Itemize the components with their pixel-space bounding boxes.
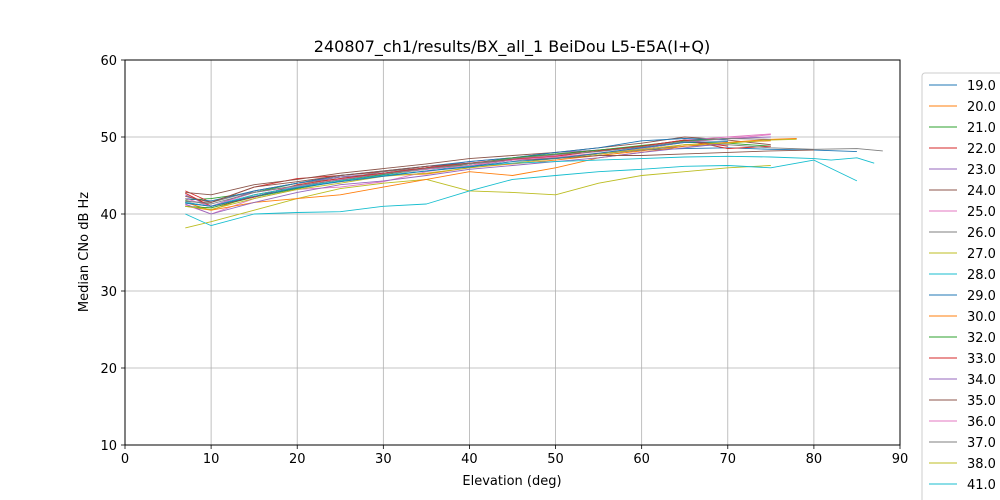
series-line-41.0 [185, 155, 875, 207]
x-tick-label: 20 [289, 452, 306, 467]
chart-title: 240807_ch1/results/BX_all_1 BeiDou L5-E5… [314, 37, 710, 57]
x-tick-label: 30 [375, 452, 392, 467]
y-tick-label: 10 [100, 439, 117, 454]
legend-label: 32.0 [967, 331, 996, 346]
series-line-38.0 [185, 138, 797, 210]
legend-label: 22.0 [967, 142, 996, 157]
y-tick-label: 50 [100, 131, 117, 146]
legend-label: 35.0 [967, 394, 996, 409]
x-tick-label: 40 [461, 452, 478, 467]
x-tick-label: 50 [547, 452, 564, 467]
legend-label: 27.0 [967, 247, 996, 262]
y-axis: 10 20 30 40 50 60 [100, 54, 125, 454]
x-tick-label: 80 [806, 452, 823, 467]
legend-label: 34.0 [967, 373, 996, 388]
plot-area [125, 60, 900, 445]
y-tick-label: 30 [100, 285, 117, 300]
legend-label: 19.0 [967, 79, 996, 94]
series-line-42.0 [185, 141, 728, 207]
y-tick-label: 40 [100, 208, 117, 223]
legend-label: 28.0 [967, 268, 996, 283]
legend-label: 37.0 [967, 436, 996, 451]
legend-label: 38.0 [967, 457, 996, 472]
legend-label: 26.0 [967, 226, 996, 241]
series-line-37.0 [185, 138, 771, 205]
legend-label: 21.0 [967, 121, 996, 136]
x-axis-label: Elevation (deg) [462, 474, 561, 489]
x-tick-label: 60 [633, 452, 650, 467]
y-tick-label: 20 [100, 362, 117, 377]
series-line-34.0 [185, 142, 728, 215]
x-axis: 0 10 20 30 40 50 60 70 80 90 [121, 445, 908, 467]
x-tick-label: 10 [203, 452, 220, 467]
legend-label: 30.0 [967, 310, 996, 325]
x-tick-label: 90 [892, 452, 909, 467]
legend-box [921, 72, 1000, 500]
series-layer [185, 133, 883, 229]
y-tick-label: 60 [100, 54, 117, 69]
y-axis-label: Median CNo dB Hz [77, 192, 92, 312]
legend-label: 33.0 [967, 352, 996, 367]
x-tick-label: 0 [121, 452, 129, 467]
legend-label: 24.0 [967, 184, 996, 199]
legend-label: 41.0 [967, 478, 996, 493]
plot-frame [124, 59, 901, 446]
series-line-28.0 [185, 159, 858, 227]
x-tick-label: 70 [720, 452, 737, 467]
legend-label: 29.0 [967, 289, 996, 304]
legend-label: 25.0 [967, 205, 996, 220]
legend: 19.0 20.0 21.0 22.0 23.0 24.0 25.0 26.0 27.0 28.0… [921, 72, 1000, 500]
legend-label: 23.0 [967, 163, 996, 178]
legend-label: 36.0 [967, 415, 996, 430]
series-line-29.0 [185, 138, 728, 202]
legend-label: 20.0 [967, 100, 996, 115]
